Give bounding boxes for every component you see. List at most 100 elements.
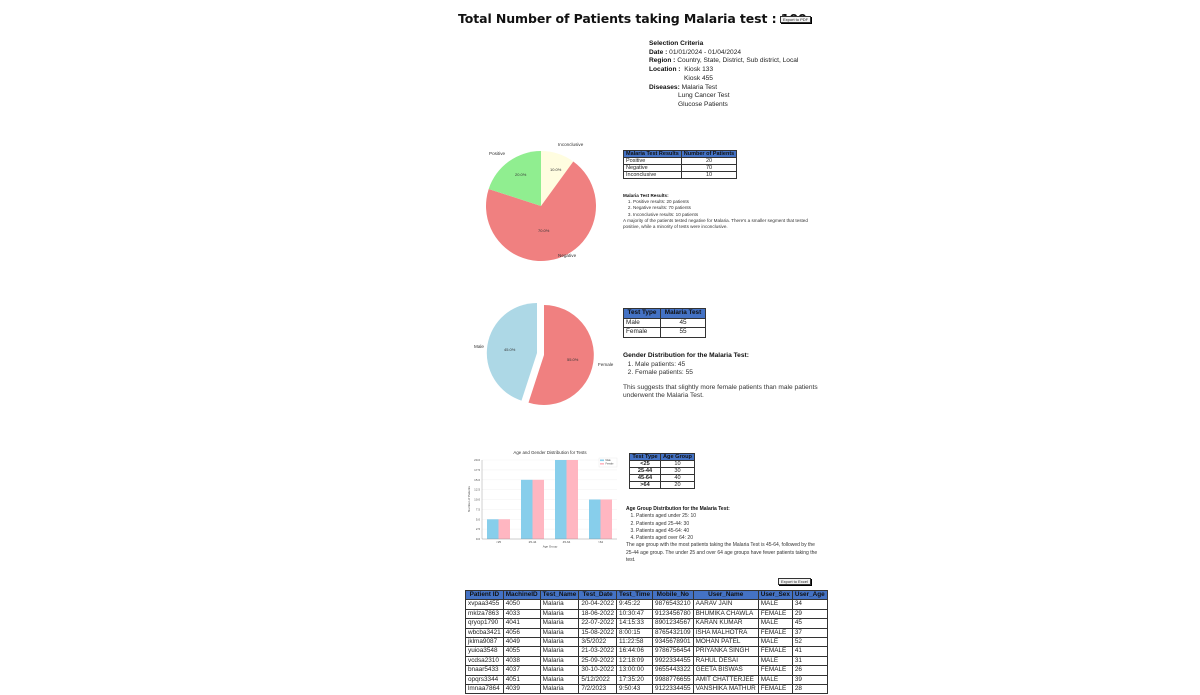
pct-female: 55.0%	[567, 357, 579, 362]
cell: 14:15:33	[616, 618, 654, 629]
cell: 4051	[502, 674, 541, 686]
cell: 52	[791, 637, 828, 648]
cell: 28	[791, 684, 828, 695]
cell: 9123456780	[652, 608, 694, 620]
cell: 40	[660, 474, 695, 482]
column-header[interactable]: Test_Name	[539, 589, 580, 601]
cell: 3/5/2022	[578, 637, 618, 648]
table-row: jklma9087 4049 Malaria 3/5/2022 11:22:58 9345…	[465, 637, 828, 648]
cell: 7/2/2023	[578, 684, 618, 695]
summary-item: Patients aged 25-44: 30	[636, 521, 821, 528]
cell: Inconclusive	[623, 171, 682, 179]
summary-item: Positive results: 20 patients	[633, 199, 818, 205]
cell: 5/12/2022	[578, 674, 618, 686]
y-tick: 10.0	[474, 498, 480, 502]
cell: 8901234567	[652, 618, 694, 629]
label-positive: Positive	[489, 151, 506, 156]
cell: 9122334455	[652, 684, 694, 695]
cell: 30	[660, 467, 695, 475]
location-item: Kiosk 133	[684, 66, 714, 74]
cell: 30-10-2022	[578, 665, 618, 676]
cell: FEMALE	[757, 608, 793, 620]
column-header: Malaria Test Results	[623, 150, 682, 158]
cell: VANSHIKA MATHUR	[692, 684, 759, 695]
cell: MALE	[757, 655, 793, 667]
export-excel-button[interactable]: Export to Excel	[778, 578, 811, 585]
gender-summary: Gender Distribution for the Malaria Test…	[623, 352, 823, 401]
cell: RAHUL DESAI	[692, 655, 759, 667]
cell: Male	[623, 317, 661, 328]
table-row: Positive 20	[623, 157, 738, 165]
cell: jklma9087	[465, 637, 504, 648]
age-gender-bar-chart: Age and Gender Distribution for Tests 0.…	[467, 450, 618, 549]
cell: FEMALE	[757, 646, 793, 657]
cell: MOHAN PATEL	[692, 637, 759, 648]
column-header[interactable]: User_Sex	[757, 589, 793, 601]
table-row: lmnaa7864 4039 Malaria 7/2/2023 9:50:43 91223…	[465, 684, 828, 695]
pct-positive: 20.0%	[515, 172, 527, 177]
cell: 4049	[502, 637, 541, 648]
column-header[interactable]: User_Name	[692, 589, 759, 601]
cell: 4055	[502, 646, 541, 657]
cell: 25-09-2022	[578, 655, 618, 667]
y-axis-label: Number of Patients	[467, 486, 471, 512]
summary-text: This suggests that slightly more female …	[623, 383, 818, 400]
cell: wbcba3421	[465, 627, 504, 639]
selection-criteria: Selection Criteria Date : 01/01/2024 - 0…	[649, 40, 798, 110]
chart-title: Age and Gender Distribution for Tests	[513, 450, 587, 455]
cell: Malaria	[539, 627, 580, 639]
cell: Malaria	[539, 665, 580, 676]
summary-item: Female patients: 55	[635, 369, 823, 378]
column-header[interactable]: Patient ID	[465, 589, 504, 601]
summary-item: Patients aged under 25: 10	[636, 513, 821, 520]
pie-slice-negative	[486, 161, 597, 262]
cell: 55	[660, 327, 706, 338]
column-header[interactable]: Test_Date	[578, 589, 618, 601]
column-header[interactable]: Mobile_No	[652, 589, 694, 601]
cell: 12:18:09	[616, 655, 654, 667]
cell: Malaria	[539, 674, 580, 686]
pct-negative: 70.0%	[538, 228, 550, 233]
cell: xvpaa3455	[465, 599, 504, 610]
summary-item: Negative results: 70 patients	[633, 205, 818, 211]
disease-item: Malaria Test	[681, 83, 718, 91]
gender-pie-chart: 45.0% 55.0% Male Female	[474, 302, 614, 405]
cell: Malaria	[539, 637, 580, 648]
column-header: Test Type	[623, 308, 661, 319]
cell: Malaria	[539, 618, 580, 629]
column-header[interactable]: MachineID	[502, 589, 541, 601]
region-label: Region :	[649, 57, 676, 65]
disease-item: Lung Cancer Test	[678, 92, 730, 100]
y-tick: 2.5	[476, 527, 481, 531]
label-negative: Negative	[558, 253, 577, 258]
y-tick: 15.0	[474, 478, 480, 482]
gender-table: Test Type Malaria Test Male 45 Female 55	[623, 308, 706, 338]
pie-slice-inconclusive	[541, 151, 574, 206]
cell: Female	[623, 327, 661, 338]
export-pdf-button[interactable]: Export to PDF	[780, 16, 812, 23]
table-row: <25 10	[629, 460, 695, 468]
cell: 20	[680, 157, 738, 165]
location-item: Kiosk 455	[684, 74, 713, 82]
cell: 45	[660, 317, 706, 328]
cell: <25	[629, 460, 661, 468]
date-label: Date :	[649, 48, 668, 56]
cell: Negative	[623, 164, 682, 172]
x-axis-label: Age Group	[543, 545, 558, 549]
summary-heading: Gender Distribution for the Malaria Test…	[623, 352, 749, 359]
cell: 8765432109	[652, 627, 694, 639]
cell: 25-44	[629, 467, 661, 475]
cell: 41	[791, 646, 828, 657]
column-header: Malaria Test	[660, 308, 706, 319]
cell: bnaar5433	[465, 665, 504, 676]
cell: 9345678901	[652, 637, 694, 648]
table-row: Inconclusive 10	[623, 171, 738, 179]
cell: AARAV JAIN	[692, 599, 759, 610]
cell: Malaria	[539, 646, 580, 657]
cell: 4037	[502, 665, 541, 676]
column-header[interactable]: User_Age	[791, 589, 828, 601]
cell: 45	[791, 618, 828, 629]
cell: BHUMIKA CHAWLA	[692, 608, 759, 620]
column-header[interactable]: Test_Time	[616, 589, 654, 601]
cell: 4041	[502, 618, 541, 629]
